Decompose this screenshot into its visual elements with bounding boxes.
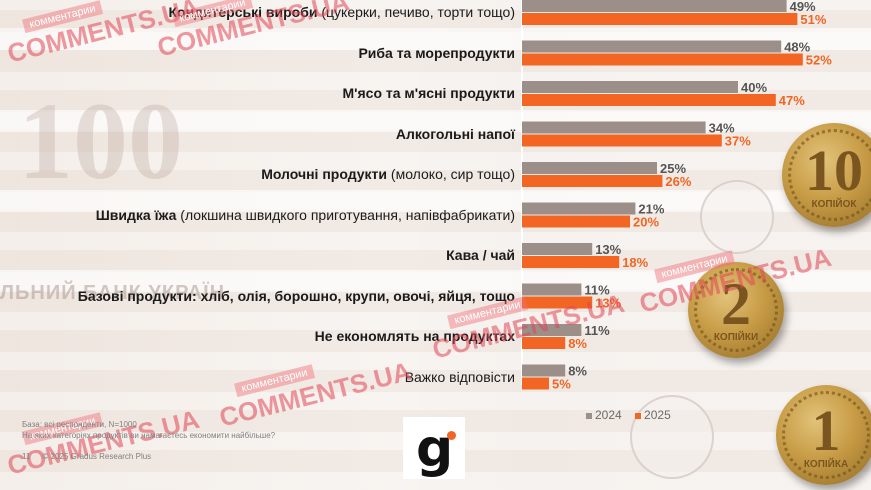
data-label-2025: 13% bbox=[595, 296, 621, 311]
ghost-coin bbox=[700, 180, 774, 254]
bar-2025 bbox=[522, 53, 803, 66]
background-stripe bbox=[0, 270, 871, 292]
category-label: Алкогольні напої bbox=[396, 126, 515, 142]
data-label-2024: 25% bbox=[660, 161, 686, 176]
category-label-rest: (локшина швидкого приготування, напівфаб… bbox=[176, 206, 515, 223]
banknote-bank-text: ЛЬНИЙ БАНК УКРАЇН bbox=[0, 282, 226, 304]
gradus-logo: g bbox=[403, 417, 465, 479]
chart-legend: 2024 2025 bbox=[586, 408, 681, 422]
coin-2: 2 КОПІЙКИ bbox=[688, 262, 784, 358]
category-label: Риба та морепродукти bbox=[358, 45, 515, 61]
footnote-question: На яких категоріях продуктів ви намагаєт… bbox=[22, 431, 276, 440]
legend-swatch bbox=[586, 412, 592, 419]
category-label-bold: Кондитерські вироби bbox=[168, 4, 318, 20]
category-label: Кава / чай bbox=[446, 247, 515, 263]
category-label: Не економлять на продуктах bbox=[315, 328, 515, 344]
bar-2024 bbox=[522, 0, 787, 12]
coin-10: 10 КОПІЙОК bbox=[782, 123, 871, 227]
background-stripe bbox=[0, 190, 871, 212]
category-label-bold: Швидка їжа bbox=[95, 206, 177, 223]
logo-dot bbox=[447, 431, 456, 440]
legend-item-2025: 2025 bbox=[635, 408, 671, 422]
bar-2024 bbox=[522, 324, 582, 336]
bar-2024 bbox=[522, 202, 636, 215]
category-label-bold: М'ясо та м'ясні продукти bbox=[342, 85, 515, 101]
legend-item-2024: 2024 bbox=[586, 408, 622, 422]
bar-2025 bbox=[522, 94, 776, 106]
category-label: Молочні продукти (молоко, сир тощо) bbox=[261, 166, 515, 182]
copyright: © 2025 Gradus Research Plus bbox=[42, 452, 152, 461]
bar-2025 bbox=[522, 256, 620, 268]
category-label-bold: Молочні продукти bbox=[261, 166, 388, 182]
category-label-rest: (цукерки, печиво, торти тощо) bbox=[317, 4, 515, 20]
data-label-2024: 49% bbox=[790, 0, 816, 14]
bar-2025 bbox=[522, 13, 798, 25]
bar-2024 bbox=[522, 283, 582, 296]
category-label-bold: Базові продукти: хліб, олія, борошно, кр… bbox=[77, 287, 515, 304]
category-label-rest: Важко відповісти bbox=[404, 368, 515, 385]
coin-value: 1 bbox=[811, 398, 841, 463]
bar-2025 bbox=[522, 337, 566, 349]
data-label-2024: 8% bbox=[568, 364, 587, 379]
coin-word: КОПІЙКИ bbox=[713, 332, 759, 343]
category-label: Важко відповісти bbox=[405, 369, 515, 385]
data-label-2024: 11% bbox=[584, 323, 610, 338]
data-label-2024: 13% bbox=[595, 242, 621, 257]
data-label-2025: 52% bbox=[806, 53, 832, 68]
footnote-copyright-line: 11 © 2025 Gradus Research Plus bbox=[22, 452, 151, 461]
ghost-coin bbox=[630, 395, 714, 479]
data-label-2024: 40% bbox=[741, 80, 767, 95]
data-label-2025: 18% bbox=[622, 255, 648, 270]
data-label-2024: 21% bbox=[638, 202, 664, 217]
category-label-bold: Риба та морепродукти bbox=[358, 44, 515, 61]
data-label-2025: 47% bbox=[779, 93, 805, 108]
bar-2025 bbox=[522, 175, 663, 187]
category-label: М'ясо та м'ясні продукти bbox=[343, 85, 515, 101]
banknote-value-bg: 100 bbox=[18, 80, 183, 202]
legend-swatch bbox=[635, 412, 642, 419]
bar-2024 bbox=[522, 364, 566, 377]
data-label-2025: 5% bbox=[552, 377, 571, 392]
bar-2024 bbox=[522, 162, 657, 174]
category-label: Швидка їжа (локшина швидкого приготуванн… bbox=[96, 207, 515, 223]
page-number: 11 bbox=[22, 452, 31, 461]
data-label-2024: 34% bbox=[709, 121, 735, 136]
coin-1: 1 КОПІЙКА bbox=[776, 385, 871, 485]
bar-2025 bbox=[522, 296, 593, 309]
legend-label: 2025 bbox=[644, 408, 671, 422]
data-label-2025: 26% bbox=[665, 174, 691, 189]
bar-2024 bbox=[522, 121, 706, 134]
data-label-2024: 48% bbox=[784, 40, 810, 55]
category-label-bold: Не економлять на продуктах bbox=[314, 328, 515, 344]
category-label: Кондитерські вироби (цукерки, печиво, то… bbox=[168, 4, 515, 20]
coin-value: 10 bbox=[805, 138, 863, 203]
category-label-rest: (молоко, сир тощо) bbox=[387, 166, 515, 182]
category-label: Базові продукти: хліб, олія, борошно, кр… bbox=[78, 288, 515, 304]
coin-value: 2 bbox=[721, 271, 751, 337]
legend-label: 2024 bbox=[595, 408, 622, 422]
coin-word: КОПІЙОК bbox=[811, 199, 857, 210]
category-label-bold: Кава / чай bbox=[446, 247, 515, 263]
bar-2024 bbox=[522, 40, 782, 53]
data-label-2025: 20% bbox=[633, 215, 659, 230]
category-label-bold: Алкогольні напої bbox=[395, 125, 515, 142]
data-label-2025: 8% bbox=[568, 336, 587, 351]
logo-letter: g bbox=[416, 419, 454, 479]
bar-2024 bbox=[522, 81, 738, 93]
data-label-2025: 37% bbox=[725, 134, 751, 149]
data-label-2024: 11% bbox=[584, 283, 610, 298]
category-axis bbox=[521, 0, 523, 385]
footnote-base: База: всі респонденти, N=1000 bbox=[22, 420, 137, 429]
bar-2025 bbox=[522, 134, 722, 147]
bar-2025 bbox=[522, 377, 549, 390]
bar-2025 bbox=[522, 215, 630, 228]
bar-2024 bbox=[522, 243, 593, 255]
data-label-2025: 51% bbox=[800, 12, 826, 27]
coin-word: КОПІЙКА bbox=[803, 459, 849, 470]
